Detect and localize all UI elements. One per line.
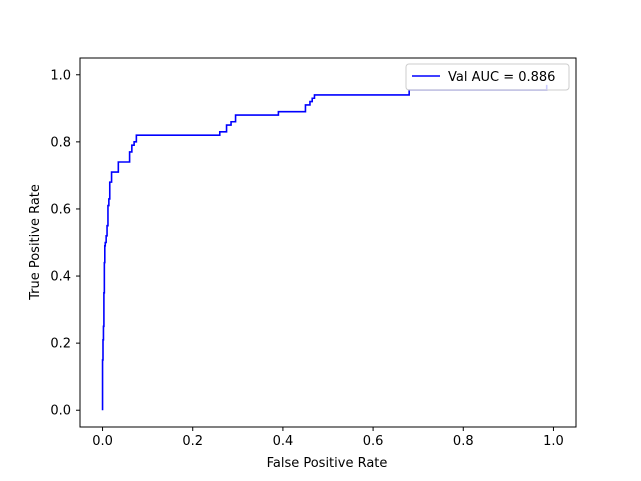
x-tick-label: 0.0 — [92, 434, 113, 449]
y-axis-label: True Positive Rate — [28, 184, 43, 301]
x-tick-label: 0.4 — [273, 434, 294, 449]
legend-label: Val AUC = 0.886 — [448, 70, 555, 85]
y-tick-label: 0.4 — [50, 270, 71, 285]
x-axis-ticks: 0.0 0.2 0.4 0.6 0.8 1.0 — [92, 427, 564, 449]
x-tick-label: 0.6 — [363, 434, 384, 449]
axes-frame — [79, 57, 577, 428]
y-tick-label: 1.0 — [50, 68, 71, 83]
x-tick-label: 1.0 — [543, 434, 564, 449]
x-tick-label: 0.2 — [182, 434, 203, 449]
roc-curve-line-0 — [101, 84, 548, 411]
y-tick-label: 0.2 — [50, 337, 71, 352]
y-tick-label: 0.0 — [50, 404, 71, 419]
x-axis-label: False Positive Rate — [267, 456, 388, 471]
y-tick-label: 0.6 — [50, 202, 71, 217]
plot-area — [79, 57, 577, 428]
x-tick-label: 0.8 — [453, 434, 474, 449]
y-axis-ticks: 0.0 0.2 0.4 0.6 0.8 1.0 — [50, 68, 80, 419]
legend-box — [405, 63, 570, 91]
y-tick-label: 0.8 — [50, 135, 71, 150]
legend: Val AUC = 0.886 — [405, 63, 570, 91]
